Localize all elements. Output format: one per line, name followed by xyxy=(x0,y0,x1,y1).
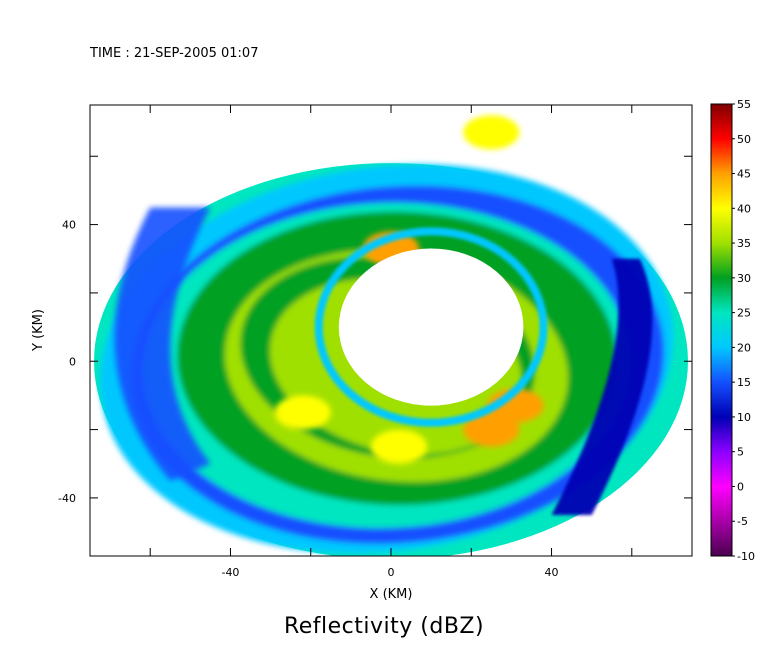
outer-rainband-east xyxy=(551,258,653,515)
time-label: TIME : 21-SEP-2005 01:07 xyxy=(90,46,259,61)
colorbar-scale xyxy=(710,103,733,557)
colorbar-tick-label: 20 xyxy=(737,341,751,354)
high-reflectivity-cell xyxy=(274,395,331,430)
colorbar-tick-label: 30 xyxy=(737,272,751,285)
colorbar-tick-label: 0 xyxy=(737,480,744,493)
y-tick-label: 0 xyxy=(69,355,76,368)
colorbar-tick-label: 35 xyxy=(737,237,751,250)
x-tick-label: 40 xyxy=(545,566,559,579)
colorbar-tick-label: 55 xyxy=(737,98,751,111)
high-reflectivity-cell xyxy=(370,429,428,464)
colorbar-tick-label: 25 xyxy=(737,307,751,320)
colorbar-tick-label: 45 xyxy=(737,168,751,181)
colorbar-tick-label: 5 xyxy=(737,446,744,459)
high-reflectivity-cell xyxy=(463,412,520,447)
high-reflectivity-cell xyxy=(463,115,520,150)
reflectivity-field xyxy=(94,115,688,556)
x-tick-label: 0 xyxy=(388,566,395,579)
chart-caption: Reflectivity (dBZ) xyxy=(283,614,485,639)
colorbar-tick-label: 40 xyxy=(737,202,751,215)
colorbar-tick-label: 15 xyxy=(737,376,751,389)
colorbar-tick-label: -10 xyxy=(737,550,755,563)
eye-no-echo xyxy=(338,248,524,406)
y-tick-label: 40 xyxy=(62,219,76,232)
y-tick-label: -40 xyxy=(58,492,76,505)
outer-rainband-west xyxy=(114,207,211,481)
x-axis-label: X (KM) xyxy=(370,587,413,602)
y-axis-label: Y (KM) xyxy=(31,309,46,352)
axis-ticks: -40 0 40 40 0 -40 xyxy=(58,105,692,579)
colorbar-tick-label: -5 xyxy=(737,515,748,528)
colorbar-tick-label: 10 xyxy=(737,411,751,424)
eyewall xyxy=(314,227,548,427)
colorbar-tick-label: 50 xyxy=(737,133,751,146)
x-tick-label: -40 xyxy=(221,566,239,579)
